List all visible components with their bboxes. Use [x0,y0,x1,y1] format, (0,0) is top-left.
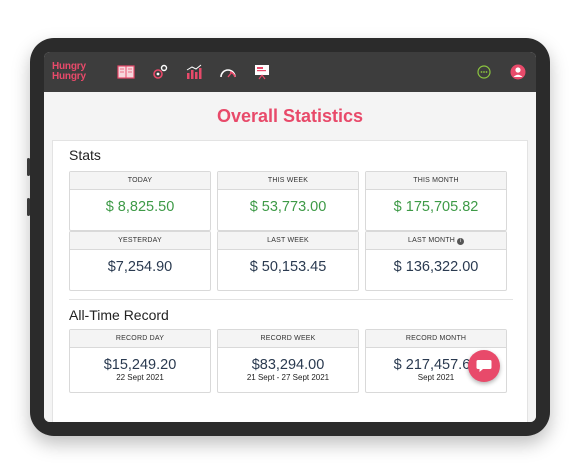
stat-card-today: TODAY $ 8,825.50 [69,171,211,231]
stat-card-this-week: THIS WEEK $ 53,773.00 [217,171,359,231]
stat-card-value: $ 50,153.45 [249,259,327,275]
brand-logo[interactable]: Hungry Hungry [52,62,98,82]
page-title: Overall Statistics [216,106,364,126]
stat-card-value: $7,254.90 [107,259,173,275]
record-card-date: Sept 2021 [417,373,455,382]
main-content: Overall Statistics Stats TODAY $ 8,825.5… [44,92,536,422]
tablet-side-button [27,198,30,216]
record-card-value: $ 217,457.67 [393,357,479,373]
record-card-value: $83,294.00 [251,357,325,373]
record-card-week: RECORD WEEK $83,294.00 21 Sept - 27 Sept… [217,329,359,393]
record-card-date: 21 Sept - 27 Sept 2021 [246,373,330,382]
chat-button[interactable] [468,350,500,382]
stat-card-label: TODAY [70,172,210,190]
settings-gears-icon[interactable] [150,62,170,82]
brand-line-2: Hungry [52,71,86,82]
section-divider [69,299,513,300]
stat-card-value: $ 8,825.50 [105,199,175,215]
user-avatar-icon[interactable] [508,62,528,82]
stats-section-title: Stats [69,147,101,163]
statistics-panel: Stats TODAY $ 8,825.50 THIS WEEK $ 53,77… [52,140,528,422]
more-options-icon[interactable] [474,62,494,82]
record-card-label: RECORD WEEK [218,330,358,348]
presentation-icon[interactable] [252,62,272,82]
stat-card-label: THIS WEEK [218,172,358,190]
stat-card-label: THIS MONTH [366,172,506,190]
stat-card-value: $ 53,773.00 [249,199,327,215]
chat-bubble-icon [476,360,492,372]
top-navbar: Hungry Hungry [44,52,536,92]
brand-line-1: Hungry [52,61,86,72]
stat-card-label: LAST WEEK [218,232,358,250]
stat-card-value: $ 136,322.00 [393,259,479,275]
record-card-date: 22 Sept 2021 [116,373,164,382]
stat-card-header: LAST MONTH i [366,232,506,250]
stat-card-yesterday: YESTERDAY $7,254.90 [69,231,211,291]
bar-chart-icon[interactable] [184,62,204,82]
info-icon[interactable]: i [457,238,464,245]
record-card-label: RECORD DAY [70,330,210,348]
record-card-month: RECORD MONTH $ 217,457.67 Sept 2021 [365,329,507,393]
stat-card-last-week: LAST WEEK $ 50,153.45 [217,231,359,291]
stat-card-label: YESTERDAY [70,232,210,250]
tablet-side-button [27,158,30,176]
speedometer-icon[interactable] [218,62,238,82]
record-card-day: RECORD DAY $15,249.20 22 Sept 2021 [69,329,211,393]
tablet-frame: Hungry Hungry [27,38,550,436]
record-card-value: $15,249.20 [103,357,177,373]
menu-book-icon[interactable] [116,62,136,82]
stat-card-this-month: THIS MONTH $ 175,705.82 [365,171,507,231]
screen: Hungry Hungry [44,52,536,422]
stat-card-label: LAST MONTH [408,237,455,244]
record-card-label: RECORD MONTH [366,330,506,348]
stat-card-last-month: LAST MONTH i $ 136,322.00 [365,231,507,291]
records-section-title: All-Time Record [69,307,169,323]
stat-card-value: $ 175,705.82 [393,199,479,215]
